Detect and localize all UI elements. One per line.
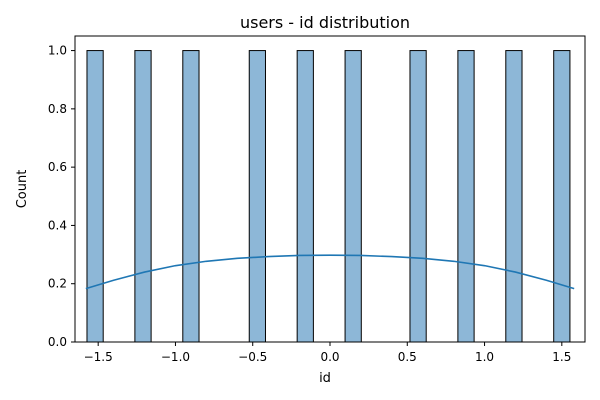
x-tick-label: 0.5 [398,350,417,364]
x-tick-label: −0.5 [238,350,267,364]
histogram-bar-6 [344,50,362,343]
y-tick-label: 0.4 [48,218,67,232]
y-tick-label: 0.6 [48,160,67,174]
histogram-bar-1 [86,50,104,343]
y-tick-label: 0.0 [48,335,67,349]
histogram-bar-10 [553,50,571,343]
histogram-bar-2 [134,50,152,343]
histogram-bar-5 [296,50,314,343]
x-axis-label: id [319,371,331,386]
histogram-bar-8 [457,50,475,343]
histogram-bar-3 [182,50,200,343]
histogram-bar-7 [409,50,427,343]
y-axis-label: Count [15,170,30,209]
y-axis-ticks: 0.0 0.2 0.4 0.6 0.8 1.0 [48,44,75,349]
x-tick-label: −1.5 [84,350,113,364]
y-tick-label: 0.2 [48,277,67,291]
x-tick-label: 0.0 [320,350,339,364]
kde-line [85,254,575,290]
y-tick-label: 1.0 [48,44,67,58]
x-axis-ticks: −1.5 −1.0 −0.5 0.0 0.5 1.0 1.5 [84,342,571,364]
x-tick-label: 1.0 [475,350,494,364]
histogram-bar-4 [248,50,266,343]
x-tick-label: −1.0 [161,350,190,364]
bars-group [86,50,571,343]
chart-title: users - id distribution [240,13,410,32]
y-tick-label: 0.8 [48,102,67,116]
histogram-bar-9 [505,50,523,343]
x-tick-label: 1.5 [552,350,571,364]
